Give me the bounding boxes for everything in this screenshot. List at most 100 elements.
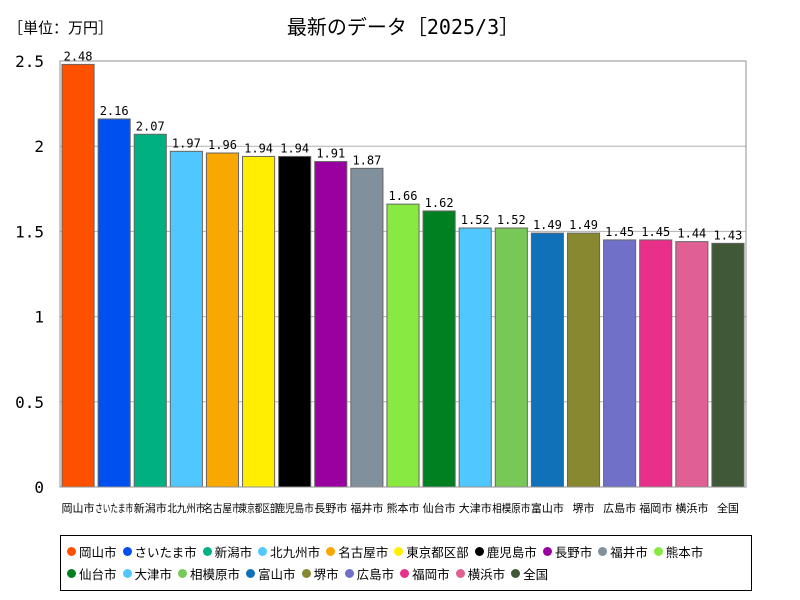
y-axis: 0 0.5 1 1.5 2 2.5: [15, 52, 44, 497]
data-label: 2.07: [136, 119, 165, 133]
legend-item: 名古屋市: [326, 540, 388, 562]
legend-dot-icon: [326, 546, 336, 556]
legend-label: 広島市: [356, 566, 395, 582]
legend-dot-icon: [122, 568, 132, 578]
bars: 2.48 2.16 2.07 1.97 1.96 1.94 1.94 1.91 1.87 1.66…: [61, 49, 745, 488]
y-tick-label: 1.5: [15, 222, 44, 241]
legend-dot-icon: [258, 546, 268, 556]
legend-item: 大津市: [122, 562, 173, 584]
x-tick-label: 熊本市: [387, 501, 420, 515]
data-label: 1.94: [244, 141, 273, 155]
legend-dot-icon: [202, 546, 212, 556]
legend-label: 大津市: [134, 566, 173, 582]
data-label: 1.52: [461, 213, 490, 227]
x-tick-label: 北九州市: [167, 501, 205, 515]
bar: [422, 210, 456, 488]
legend-item: 熊本市: [653, 540, 703, 562]
plot-frame: [59, 60, 747, 488]
legend-label: 富山市: [258, 566, 296, 582]
y-tick-label: 0.5: [15, 393, 44, 412]
unit-label: ［単位：万円］: [8, 19, 113, 37]
data-label: 1.87: [352, 153, 381, 167]
bar: [205, 152, 240, 488]
legend: 岡山市 さいたま市 新潟市 北九州市 名古屋市 東京都区部 鹿児島市 長野市 福井市 熊本市仙台市…: [60, 535, 752, 591]
data-label: 1.49: [533, 218, 562, 232]
data-label: 1.52: [497, 213, 526, 227]
data-label: 2.48: [64, 49, 93, 63]
legend-dot-icon: [394, 546, 404, 556]
legend-dot-icon: [455, 568, 465, 578]
legend-item: 相模原市: [178, 562, 240, 584]
legend-label: 仙台市: [79, 566, 117, 582]
x-tick-label: さいたま市: [95, 501, 133, 515]
bar: [133, 133, 167, 488]
legend-label: 岡山市: [79, 544, 117, 560]
x-tick-label: 岡山市: [62, 501, 95, 515]
legend-dot-icon: [344, 568, 354, 578]
bar: [566, 232, 601, 488]
legend-dot-icon: [67, 546, 76, 556]
x-tick-label: 堺市: [573, 501, 595, 515]
x-tick-label: 大津市: [459, 501, 492, 515]
x-tick-label: 福井市: [350, 501, 383, 515]
y-tick-label: 2.5: [15, 52, 44, 71]
bar: [530, 232, 564, 488]
legend-item: 岡山市: [67, 540, 117, 562]
legend-item: 富山市: [246, 562, 296, 584]
legend-item: 鹿児島市: [474, 540, 537, 562]
bar: [603, 239, 637, 488]
legend-label: 北九州市: [270, 544, 321, 560]
x-tick-label: 横浜市: [675, 501, 708, 515]
data-label: 1.44: [677, 227, 706, 241]
x-tick-label: 福岡市: [639, 501, 672, 515]
legend-label: 福岡市: [412, 566, 450, 582]
data-label: 1.49: [569, 218, 598, 232]
legend-item: 福井市: [598, 540, 648, 562]
legend-item: 福岡市: [400, 562, 450, 584]
legend-dot-icon: [542, 546, 552, 556]
legend-label: 名古屋市: [338, 544, 389, 560]
bar: [711, 242, 745, 488]
legend-label: さいたま市: [134, 544, 197, 560]
y-tick-label: 1: [34, 308, 44, 327]
legend-dot-icon: [400, 568, 410, 578]
bar: [314, 161, 348, 488]
legend-label: 東京都区部: [406, 544, 469, 560]
bar: [494, 227, 528, 488]
legend-item: さいたま市: [122, 540, 197, 562]
bar: [242, 155, 276, 488]
legend-dot-icon: [301, 568, 311, 578]
data-label: 1.97: [172, 136, 201, 150]
legend-item: 広島市: [344, 562, 395, 584]
data-label: 1.43: [713, 228, 742, 242]
legend-item: 横浜市: [455, 562, 505, 584]
x-tick-label: 東京都区部: [240, 501, 278, 515]
legend-label: 堺市: [313, 566, 339, 582]
legend-label: 相模原市: [190, 566, 241, 582]
legend-dot-icon: [246, 568, 256, 578]
x-tick-label: 広島市: [603, 501, 636, 515]
legend-item: 堺市: [301, 562, 339, 584]
legend-item: 北九州市: [258, 540, 320, 562]
legend-label: 福井市: [610, 544, 648, 560]
x-tick-label: 富山市: [531, 501, 564, 515]
data-label: 1.96: [208, 138, 237, 152]
bar: [61, 63, 95, 488]
x-tick-label: 仙台市: [423, 501, 456, 515]
legend-label: 長野市: [554, 544, 593, 560]
chart-title: 最新のデータ［2025/3］: [287, 15, 519, 39]
legend-dot-icon: [67, 568, 76, 578]
data-label: 1.62: [425, 196, 454, 210]
bar: [675, 241, 709, 488]
bar: [350, 167, 384, 488]
legend-item: 新潟市: [202, 540, 252, 562]
x-tick-label: 長野市: [314, 501, 347, 515]
data-label: 2.16: [100, 104, 129, 118]
legend-dot-icon: [178, 568, 188, 578]
data-label: 1.94: [280, 141, 309, 155]
x-tick-label: 新潟市: [134, 501, 167, 515]
bar: [97, 118, 131, 488]
x-tick-label: 全国: [717, 501, 739, 515]
